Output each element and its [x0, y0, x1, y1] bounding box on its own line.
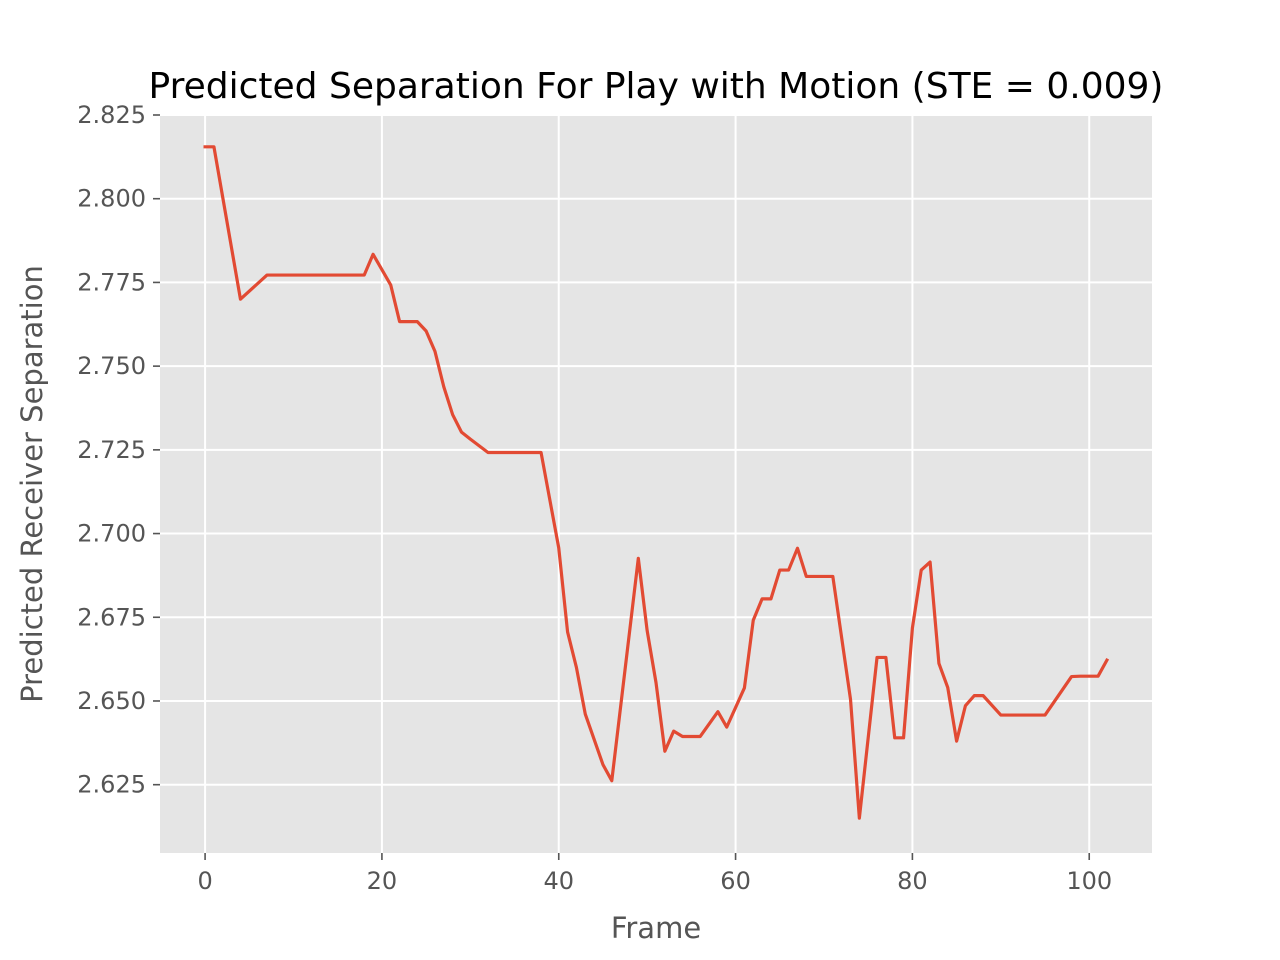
- chart-title: Predicted Separation For Play with Motio…: [149, 66, 1164, 107]
- plot-area: [160, 115, 1152, 853]
- y-axis-label: Predicted Receiver Separation: [15, 265, 49, 703]
- y-tick-label: 2.675: [77, 603, 146, 631]
- series-group: [203, 145, 1110, 820]
- y-tick-label: 2.750: [77, 352, 146, 380]
- y-tick-label: 2.650: [77, 687, 146, 715]
- y-tick-label: 2.800: [77, 185, 146, 213]
- x-tick-label: 0: [197, 867, 212, 895]
- y-tick-label: 2.700: [77, 520, 146, 548]
- x-tick-label: 80: [897, 867, 928, 895]
- y-tick-label: 2.775: [77, 268, 146, 296]
- y-tick-label: 2.625: [77, 771, 146, 799]
- x-axis-label: Frame: [611, 911, 701, 945]
- grid-x: [204, 115, 1091, 853]
- y-axis-ticks: 2.625 2.650 2.675 2.700 2.725 2.750 2.775 2.800…: [77, 101, 160, 799]
- x-axis-ticks: 0 20 40 60 80 100: [197, 853, 1112, 895]
- y-tick-label: 2.825: [77, 101, 146, 129]
- series-line: [203, 145, 1110, 820]
- x-tick-label: 40: [543, 867, 574, 895]
- y-tick-label: 2.725: [77, 436, 146, 464]
- x-tick-label: 20: [367, 867, 398, 895]
- x-tick-label: 60: [720, 867, 751, 895]
- grid-y: [160, 114, 1152, 786]
- x-tick-label: 100: [1066, 867, 1112, 895]
